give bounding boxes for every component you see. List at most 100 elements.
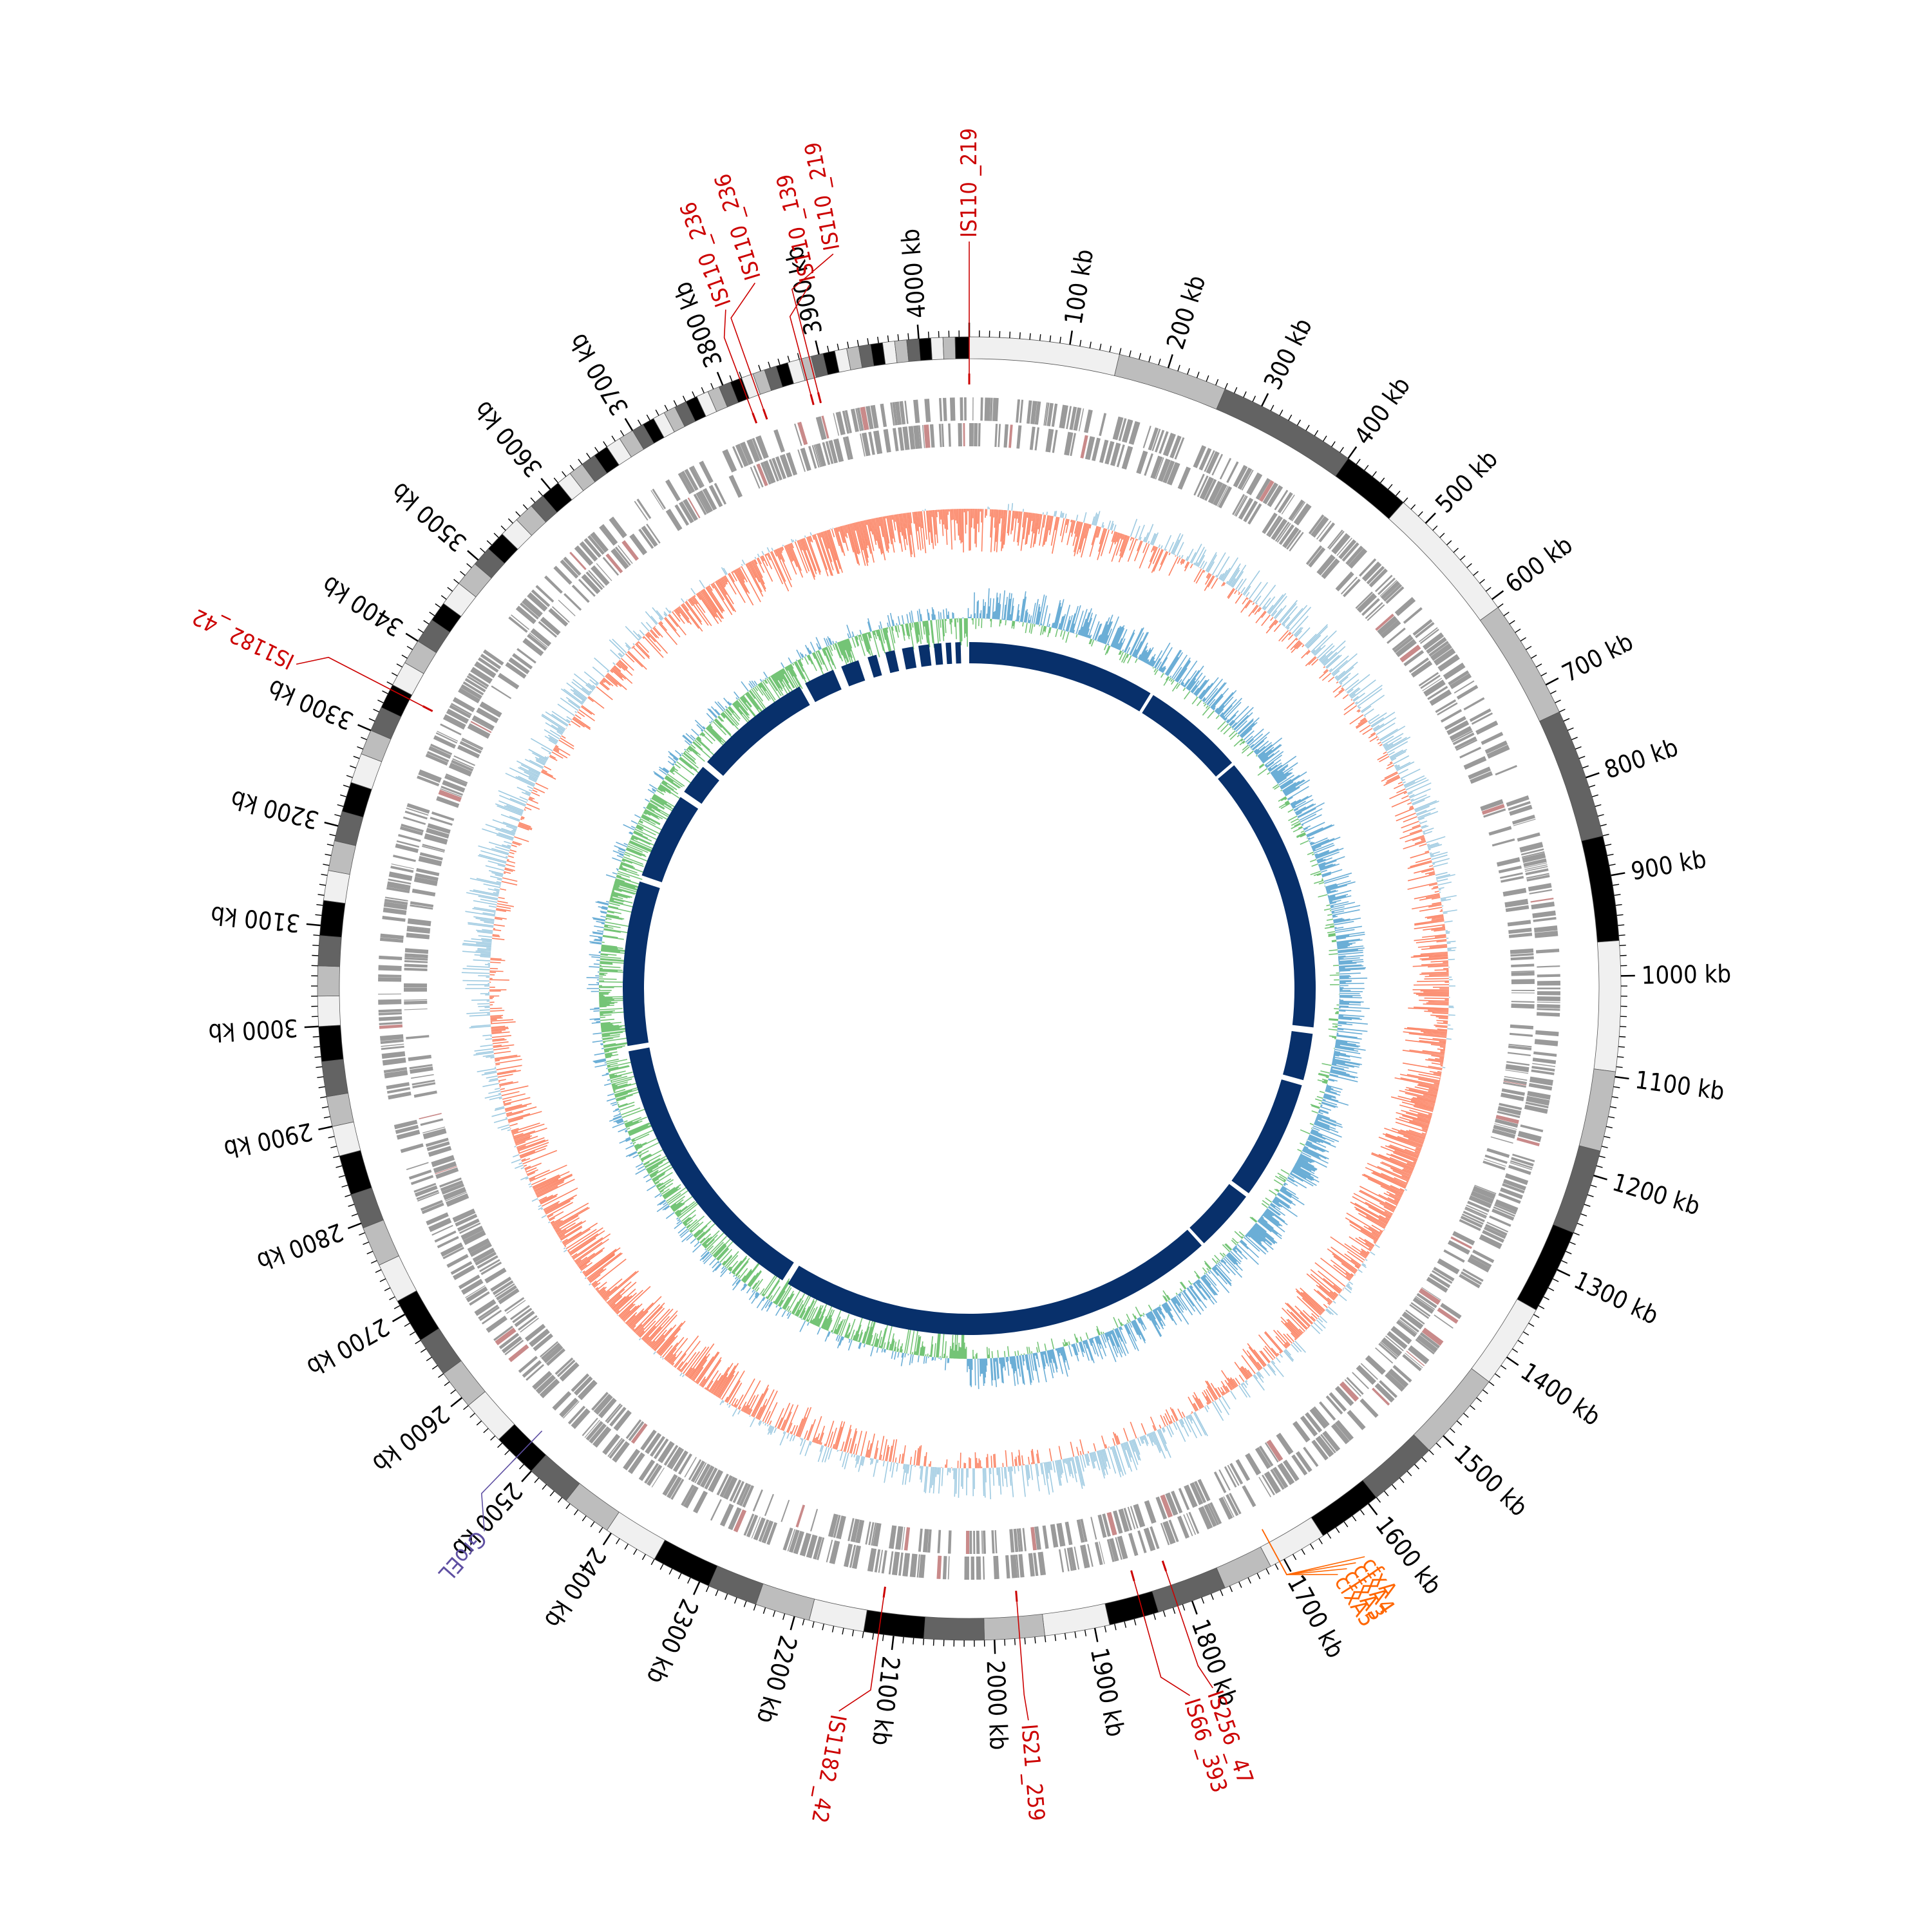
cds-reverse <box>1030 1526 1037 1551</box>
cds-reverse <box>460 1226 484 1240</box>
cds-reverse <box>1446 720 1470 735</box>
cds-forward <box>380 1039 404 1045</box>
cds-forward <box>1378 577 1396 595</box>
minor-tick <box>483 1428 489 1434</box>
minor-tick <box>1296 419 1302 426</box>
minor-tick <box>312 954 319 956</box>
cds-forward <box>1336 537 1352 556</box>
cds-reverse <box>918 1528 923 1552</box>
cds-forward <box>1348 548 1368 569</box>
cds-forward <box>826 1539 833 1563</box>
cds-forward <box>1434 1314 1454 1329</box>
cds-forward <box>395 1124 419 1134</box>
minor-tick <box>313 934 320 936</box>
minor-tick <box>857 339 859 346</box>
minor-tick <box>1485 587 1492 592</box>
cds-forward <box>585 1421 603 1441</box>
cds-forward <box>388 878 412 885</box>
cds-forward <box>1528 1083 1553 1091</box>
cds-forward <box>1233 465 1248 488</box>
minor-tick <box>1099 343 1102 350</box>
cds-forward <box>681 1484 695 1506</box>
cds-forward <box>753 1517 766 1540</box>
minor-tick <box>1356 459 1361 465</box>
cds-reverse <box>1271 518 1288 540</box>
cds-reverse <box>591 565 610 586</box>
minor-tick <box>314 1046 321 1048</box>
cds-forward <box>1046 402 1054 427</box>
minor-tick <box>1224 383 1228 390</box>
cds-reverse <box>800 448 811 471</box>
cds-reverse <box>508 657 530 675</box>
cds-reverse <box>714 482 727 505</box>
cds-forward <box>1486 1222 1509 1233</box>
cds-reverse <box>683 498 698 522</box>
cds-reverse <box>614 546 631 566</box>
cds-reverse <box>406 927 431 934</box>
minor-tick <box>391 672 398 677</box>
cds-reverse <box>1492 1128 1516 1139</box>
cds-forward <box>1520 1124 1544 1133</box>
major-tick <box>624 418 634 431</box>
contig-segment-98 <box>906 338 921 362</box>
cds-reverse <box>1162 460 1175 484</box>
cds-reverse <box>404 1009 428 1010</box>
cds-forward <box>758 1519 770 1542</box>
cds-forward <box>1206 451 1220 475</box>
cds-reverse <box>1510 952 1534 957</box>
cds-forward <box>599 524 618 546</box>
minor-tick <box>1133 1618 1137 1625</box>
cds-reverse <box>1232 494 1245 515</box>
cds-forward <box>1311 516 1329 538</box>
cds-forward <box>1198 448 1212 471</box>
contig-segment-48 <box>323 870 350 904</box>
cds-forward <box>1016 399 1021 423</box>
cds-forward <box>971 1556 975 1580</box>
cds-forward <box>532 1370 553 1390</box>
minor-tick <box>1466 563 1472 569</box>
cds-reverse <box>1097 1514 1107 1539</box>
cds-forward <box>1069 406 1077 430</box>
cds-forward <box>849 1544 857 1568</box>
cds-reverse <box>1309 1407 1329 1429</box>
cds-reverse <box>810 1508 819 1532</box>
minor-tick <box>729 375 733 382</box>
cds-reverse <box>444 775 468 787</box>
cds-forward <box>480 653 502 670</box>
cds-reverse <box>602 556 620 576</box>
cds-reverse <box>1381 1337 1403 1357</box>
cds-forward <box>1537 1008 1560 1011</box>
minor-tick <box>329 833 336 837</box>
cds-reverse <box>1484 1159 1506 1167</box>
cds-reverse <box>816 443 826 467</box>
minor-tick <box>1605 1126 1613 1129</box>
minor-tick <box>1252 395 1256 402</box>
cds-forward <box>1443 662 1466 680</box>
cds-forward <box>924 399 931 422</box>
cds-reverse <box>1447 1240 1470 1255</box>
cds-reverse <box>1118 1508 1130 1533</box>
cds-reverse <box>591 1392 609 1411</box>
cds-forward <box>1408 1345 1430 1365</box>
cds-reverse <box>1080 435 1088 459</box>
cds-reverse <box>628 1421 645 1441</box>
cds-reverse <box>1452 730 1473 743</box>
cds-forward <box>388 1091 412 1100</box>
minor-tick <box>565 1503 571 1510</box>
leader-line-is110-219-b <box>791 253 834 393</box>
cds-forward <box>379 955 402 960</box>
cds-reverse <box>1255 1446 1271 1470</box>
cds-forward <box>1151 428 1161 451</box>
cds-forward <box>434 1230 457 1243</box>
cds-forward <box>1531 1069 1555 1075</box>
minor-tick <box>802 1618 805 1625</box>
minor-tick <box>1450 1428 1455 1434</box>
cds-reverse <box>1197 475 1209 498</box>
cds-reverse <box>1497 1106 1522 1116</box>
cds-reverse <box>760 462 772 485</box>
minor-tick <box>677 1573 682 1580</box>
cds-forward <box>504 1340 524 1356</box>
cds-forward <box>733 1509 747 1533</box>
cds-reverse <box>1235 495 1248 517</box>
minor-tick <box>393 1305 401 1309</box>
